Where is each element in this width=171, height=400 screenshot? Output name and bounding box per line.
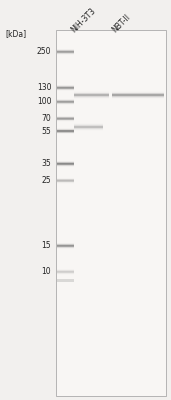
Text: 55: 55 bbox=[42, 127, 51, 136]
Text: 100: 100 bbox=[37, 98, 51, 106]
Text: NIH-3T3: NIH-3T3 bbox=[70, 6, 98, 34]
Text: 70: 70 bbox=[42, 114, 51, 123]
Text: 10: 10 bbox=[42, 268, 51, 276]
Text: NBT-II: NBT-II bbox=[110, 12, 132, 34]
Bar bbox=[56, 30, 166, 396]
Bar bbox=[57, 279, 74, 282]
Text: 250: 250 bbox=[37, 48, 51, 56]
Text: 25: 25 bbox=[42, 176, 51, 185]
Text: [kDa]: [kDa] bbox=[5, 30, 26, 38]
Text: 35: 35 bbox=[42, 160, 51, 168]
Text: 15: 15 bbox=[42, 242, 51, 250]
Text: 130: 130 bbox=[37, 84, 51, 92]
